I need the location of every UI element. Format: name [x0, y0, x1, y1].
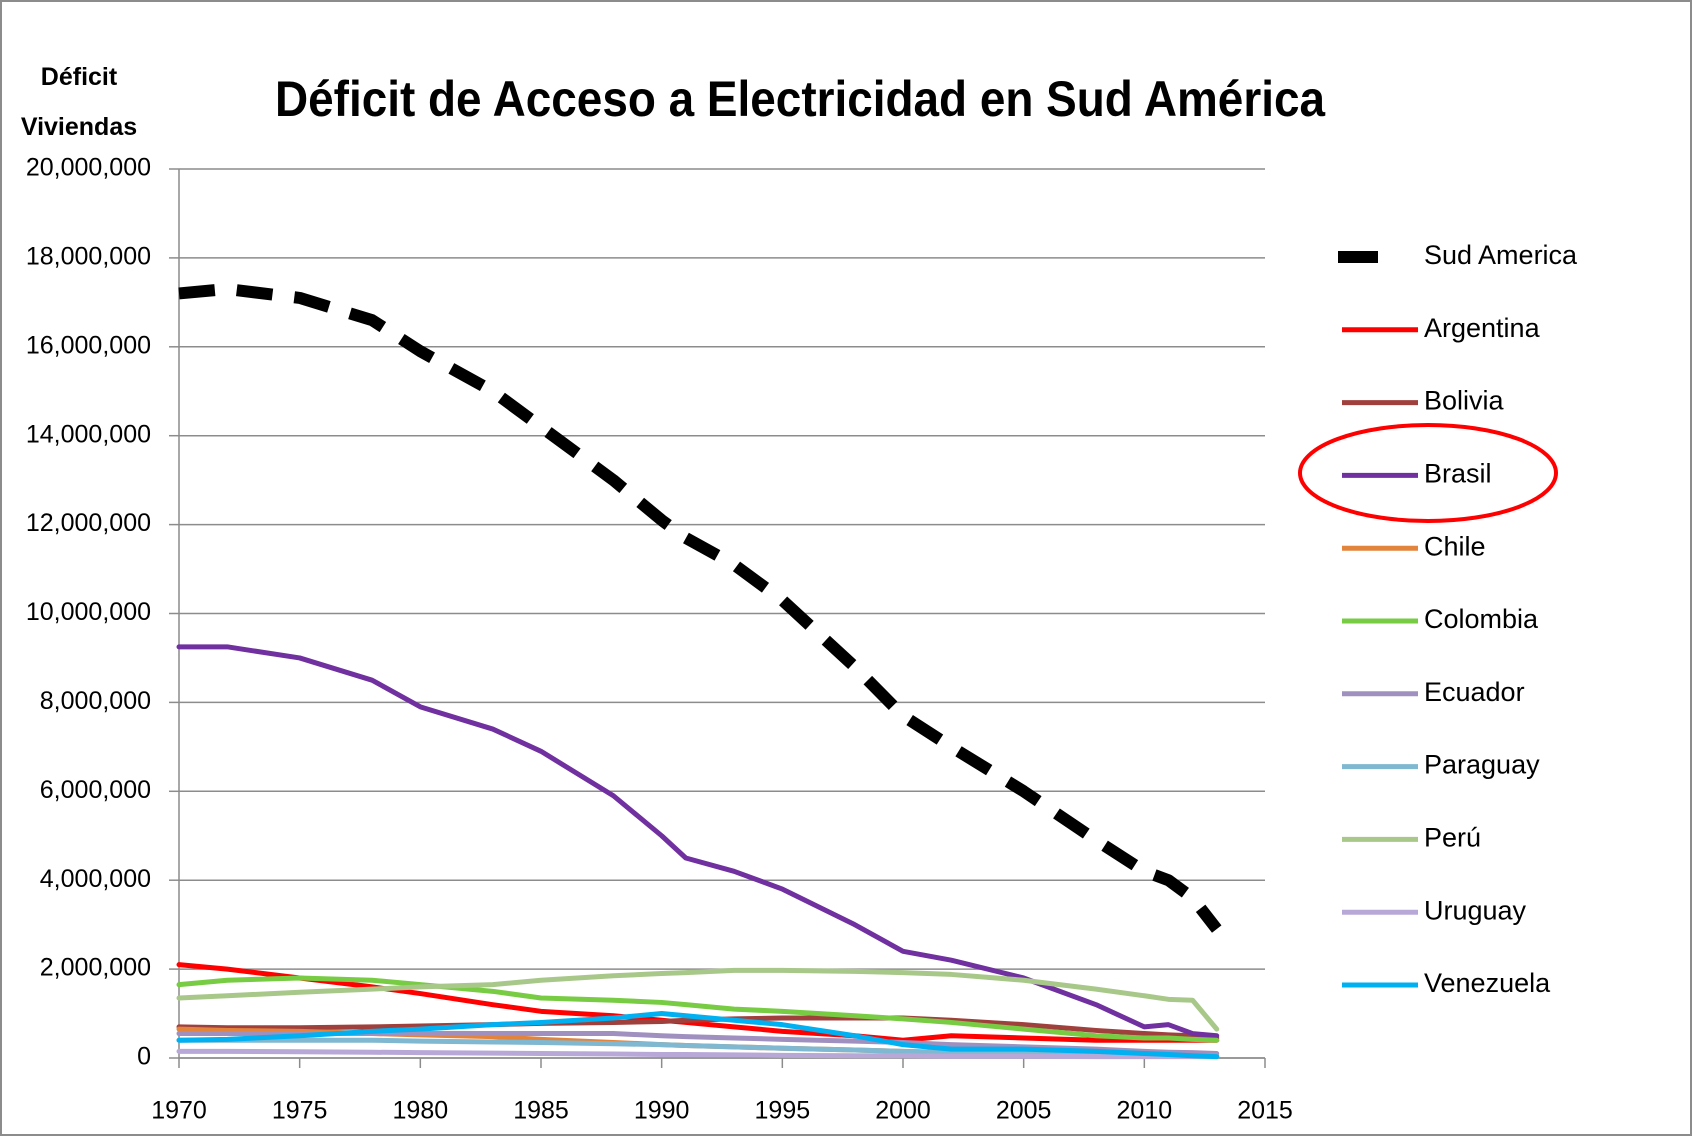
series-line [176, 1011, 1220, 1060]
series-line [176, 644, 1220, 1039]
legend-label: Brasil [1424, 459, 1492, 489]
legend-label: Uruguay [1424, 895, 1527, 925]
series-line [178, 283, 1222, 933]
x-tick-label: 1985 [513, 1097, 569, 1125]
highlight-circle [1298, 423, 1558, 523]
series-line [176, 975, 1220, 1043]
y-tick-label: 18,000,000 [26, 243, 151, 271]
legend-label: Ecuador [1424, 677, 1525, 707]
x-tick-label: 1995 [755, 1097, 811, 1125]
legend-label: Perú [1424, 823, 1481, 853]
x-tick-label: 2010 [1117, 1097, 1173, 1125]
y-axis-label: Déficit Viviendas [20, 63, 138, 141]
y-tick-label: 14,000,000 [26, 420, 151, 448]
legend-label: Chile [1424, 531, 1486, 561]
series-line [176, 967, 1220, 1032]
y-tick-label: 6,000,000 [40, 776, 151, 804]
x-tick-label: 2000 [875, 1097, 931, 1125]
legend-label: Colombia [1424, 604, 1539, 634]
x-tick-label: 1980 [393, 1097, 449, 1125]
y-tick-label: 12,000,000 [26, 509, 151, 537]
x-tick-label: 2005 [996, 1097, 1052, 1125]
y-tick-label: 2,000,000 [40, 954, 151, 982]
x-tick-label: 1970 [151, 1097, 207, 1125]
legend-label: Bolivia [1424, 386, 1505, 416]
series-line [176, 1048, 1220, 1060]
legend-label: Paraguay [1424, 750, 1540, 780]
x-tick-label: 1975 [272, 1097, 328, 1125]
legend-label: Argentina [1424, 313, 1541, 343]
y-tick-label: 16,000,000 [26, 331, 151, 359]
y-tick-label: 8,000,000 [40, 687, 151, 715]
x-tick-label: 1990 [634, 1097, 690, 1125]
y-tick-label: 10,000,000 [26, 598, 151, 626]
y-tick-label: 4,000,000 [40, 865, 151, 893]
y-tick-label: 20,000,000 [26, 154, 151, 182]
x-tick-label: 2015 [1237, 1097, 1293, 1125]
y-tick-label: 0 [137, 1043, 151, 1071]
legend-label: Sud America [1424, 240, 1578, 270]
chart-title: Déficit de Acceso a Electricidad en Sud … [275, 71, 1326, 127]
legend-label: Venezuela [1424, 968, 1551, 998]
